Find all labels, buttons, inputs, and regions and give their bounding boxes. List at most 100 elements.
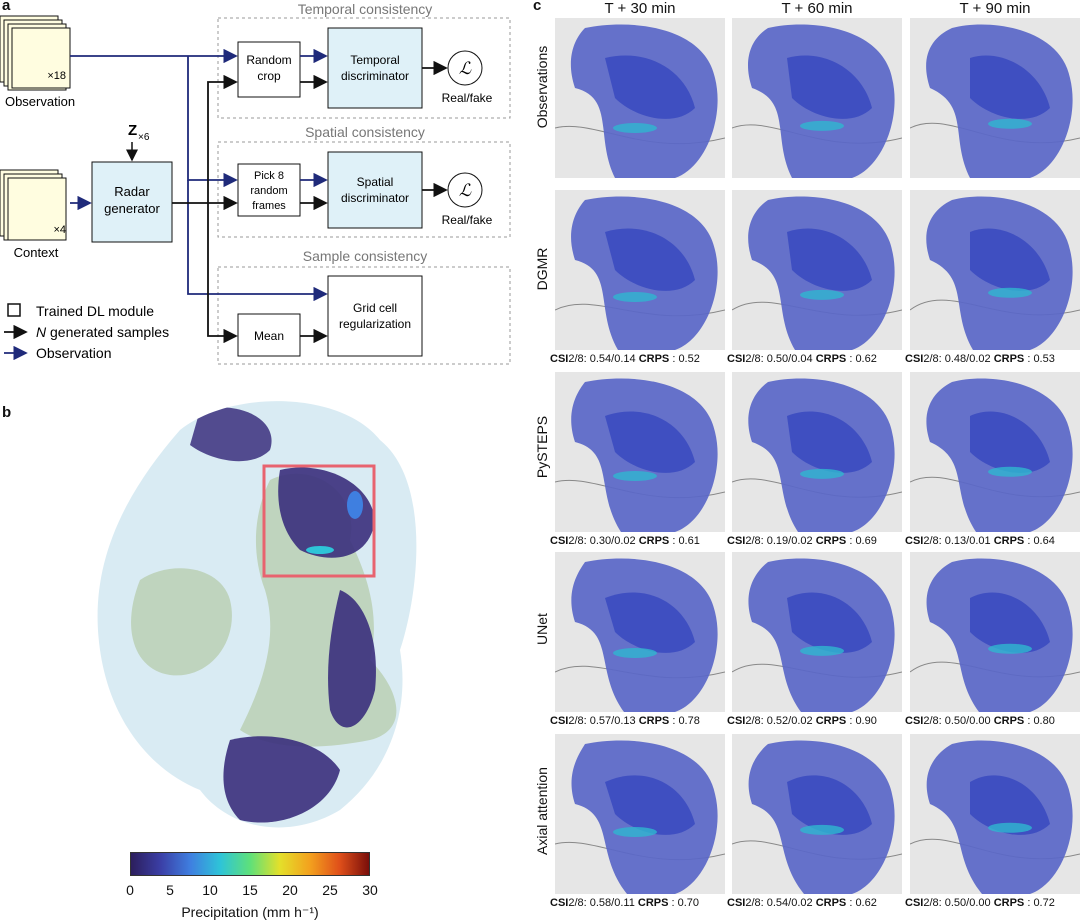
real-fake-spatial: Real/fake (442, 213, 493, 227)
precip-band-east (328, 590, 376, 728)
forecast-tile (910, 190, 1080, 350)
panel-letter-b: b (2, 404, 12, 421)
crps-value: : 0.72 (1027, 897, 1055, 909)
training-diagram: Temporal consistency Spatial consistency… (0, 1, 511, 365)
context-stack-icon (0, 169, 67, 241)
pick-line2: random (250, 185, 287, 197)
sample-group-box (217, 266, 511, 365)
csi-thresholds: 2/8 (745, 535, 761, 547)
crps-prefix: CRPS (993, 535, 1025, 547)
colorbar-tick: 0 (126, 882, 134, 898)
forecast-tile (555, 18, 725, 178)
csi-prefix: CSI (905, 715, 924, 727)
csi-value: : 0.19/0.02 (760, 535, 813, 547)
crps-value: : 0.69 (849, 535, 877, 547)
colorbar-tick: 20 (282, 882, 298, 898)
csi-thresholds: 2/8 (923, 897, 939, 909)
pick-frames-box (237, 163, 301, 217)
loss-circle-temporal (447, 50, 483, 86)
colorbar-tick: 30 (362, 882, 378, 898)
column-header-3: T + 90 min (959, 0, 1031, 17)
colorbar-tick: 15 (242, 882, 258, 898)
csi-value: : 0.52/0.02 (760, 715, 813, 727)
csi-prefix: CSI (727, 353, 746, 365)
precip-band-north (190, 407, 272, 462)
z-subscript: ×6 (138, 132, 150, 143)
crps-prefix: CRPS (815, 535, 847, 547)
crps-prefix: CRPS (637, 897, 669, 909)
context-label: Context (14, 245, 59, 260)
observation-label: Observation (5, 94, 75, 109)
legend-trained-label: Trained DL module (36, 303, 154, 319)
colorbar-tick: 25 (322, 882, 338, 898)
crps-value: : 0.52 (672, 353, 700, 365)
csi-prefix: CSI (550, 897, 569, 909)
loss-circle-spatial (447, 172, 483, 208)
crps-value: : 0.62 (849, 897, 877, 909)
context-stack-mult: ×4 (53, 224, 66, 236)
ireland-landmass (131, 568, 232, 676)
metric-caption: CSI2/8: 0.13/0.01 CRPS : 0.64 (905, 535, 1055, 547)
loss-symbol-spatial: ℒ (459, 181, 472, 200)
csi-value: : 0.50/0.00 (938, 715, 991, 727)
csi-thresholds: 2/8 (923, 353, 939, 365)
crps-value: : 0.78 (672, 715, 700, 727)
colorbar-label: Precipitation (mm h⁻¹) (181, 904, 319, 920)
row-label-4: Axial attention (534, 767, 550, 855)
row-label-3: UNet (534, 613, 550, 645)
csi-thresholds: 2/8 (745, 715, 761, 727)
csi-value: : 0.58/0.11 (583, 897, 635, 909)
zoom-region-box (262, 464, 376, 578)
legend-trained-icon (7, 303, 21, 317)
spatial-group-title: Spatial consistency (305, 124, 425, 140)
real-fake-temporal: Real/fake (442, 91, 493, 105)
csi-prefix: CSI (550, 353, 569, 365)
precip-band-south (223, 736, 340, 823)
crps-prefix: CRPS (993, 353, 1025, 365)
colorbar: 0 5 10 15 20 25 30 Precipitation (mm h⁻¹) (126, 852, 378, 920)
csi-thresholds: 2/8 (568, 897, 584, 909)
metric-caption: CSI2/8: 0.54/0.14 CRPS : 0.52 (550, 353, 700, 365)
csi-prefix: CSI (905, 353, 924, 365)
mean-box (237, 313, 301, 357)
radar-generator-line1: Radar (114, 184, 150, 199)
legend-generated-label: N generated samples (36, 324, 169, 340)
metric-caption: CSI2/8: 0.50/0.00 CRPS : 0.72 (905, 897, 1055, 909)
csi-value: : 0.57/0.13 (583, 715, 636, 727)
forecast-tile (555, 734, 725, 894)
colorbar-tick: 10 (202, 882, 218, 898)
temporal-disc-line2: discriminator (341, 69, 409, 83)
csi-prefix: CSI (727, 715, 746, 727)
forecast-tile (732, 190, 902, 350)
row-label-1: DGMR (534, 247, 550, 291)
crps-value: : 0.62 (849, 353, 877, 365)
row-label-0: Observations (534, 45, 550, 129)
metric-caption: CSI2/8: 0.57/0.13 CRPS : 0.78 (550, 715, 700, 727)
panel-letter-a: a (2, 0, 11, 14)
loss-symbol-temporal: ℒ (459, 59, 472, 78)
spatial-disc-line2: discriminator (341, 191, 409, 205)
crps-prefix: CRPS (815, 897, 847, 909)
pick-line3: frames (252, 200, 286, 212)
metric-caption: CSI2/8: 0.19/0.02 CRPS : 0.69 (727, 535, 877, 547)
csi-prefix: CSI (905, 897, 924, 909)
crps-prefix: CRPS (638, 353, 670, 365)
panel-letter-c: c (533, 0, 542, 14)
csi-value: : 0.13/0.01 (938, 535, 991, 547)
crps-value: : 0.90 (849, 715, 877, 727)
metric-caption: CSI2/8: 0.58/0.11 CRPS : 0.70 (550, 897, 699, 909)
csi-value: : 0.48/0.02 (938, 353, 991, 365)
csi-thresholds: 2/8 (745, 353, 761, 365)
forecast-tile (732, 18, 902, 178)
forecast-tile (555, 552, 725, 712)
observation-stack-mult: ×18 (47, 70, 66, 82)
random-crop-box (237, 41, 301, 98)
csi-value: : 0.30/0.02 (583, 535, 636, 547)
observation-stack-icon (0, 15, 71, 91)
legend-observation-label: Observation (36, 345, 111, 361)
forecast-tile (555, 190, 725, 350)
metric-caption: CSI2/8: 0.48/0.02 CRPS : 0.53 (905, 353, 1055, 365)
csi-value: : 0.54/0.02 (760, 897, 813, 909)
spatial-group-box (217, 141, 511, 238)
csi-thresholds: 2/8 (745, 897, 761, 909)
